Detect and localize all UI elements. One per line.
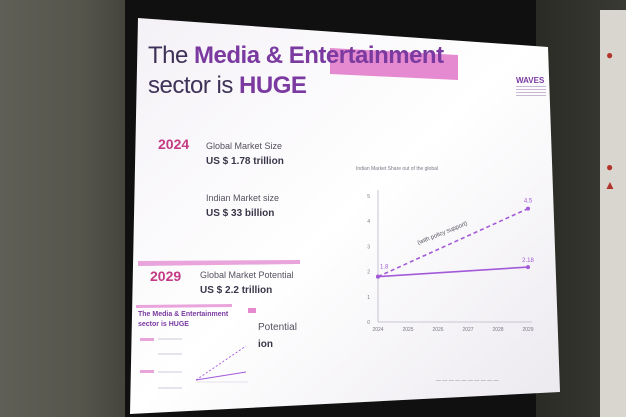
data-label: 2.18 bbox=[522, 258, 534, 264]
data-point bbox=[526, 265, 530, 270]
overlay-title-1: The Media & Entertainment bbox=[138, 311, 229, 318]
source-note: — — — — — — — — — — bbox=[436, 378, 499, 384]
potential-value: US $ 2.2 trillion bbox=[200, 285, 273, 296]
x-tick-label: 2029 bbox=[522, 327, 533, 333]
series-annotation: (with policy support) bbox=[417, 221, 469, 247]
series-line-solid bbox=[377, 266, 529, 278]
data-point bbox=[376, 274, 380, 279]
accent-bar bbox=[330, 48, 458, 80]
indian-market-label: Indian Market size bbox=[206, 193, 280, 203]
x-tick-label: 2028 bbox=[492, 327, 503, 333]
slide-title-line2: sector is HUGE bbox=[148, 72, 307, 99]
data-label: 1.8 bbox=[380, 265, 389, 271]
slide-title-line1: The Media & Entertainment bbox=[148, 42, 444, 69]
x-tick-label: 2026 bbox=[432, 327, 443, 333]
side-banner: ● ● ▲ bbox=[600, 10, 626, 417]
x-tick-label: 2024 bbox=[372, 327, 383, 333]
data-label: 4.5 bbox=[524, 199, 533, 205]
y-tick-label: 3 bbox=[367, 244, 370, 250]
data-point bbox=[526, 206, 530, 211]
global-market-label: Global Market Size bbox=[206, 141, 283, 151]
waves-logo: WAVES bbox=[516, 76, 545, 85]
y-tick-label: 5 bbox=[367, 194, 370, 200]
overlay-text-2: ion bbox=[258, 339, 273, 350]
global-market-value: US $ 1.78 trillion bbox=[206, 156, 284, 167]
y-tick-label: 1 bbox=[367, 295, 370, 301]
overlay-mini-chart bbox=[140, 338, 248, 389]
market-share-chart: 0 1 2 3 4 5 2024 2025 2026 2027 2028 2029 (with poli… bbox=[367, 190, 534, 333]
y-tick-label: 0 bbox=[367, 320, 370, 326]
x-tick-label: 2025 bbox=[402, 327, 413, 333]
series-line-dashed bbox=[377, 207, 529, 278]
indian-market-value: US $ 33 billion bbox=[206, 208, 275, 219]
year-2029: 2029 bbox=[150, 268, 182, 284]
logo-subtext bbox=[516, 86, 546, 98]
year-2024: 2024 bbox=[158, 136, 190, 152]
overlay-title-2: sector is HUGE bbox=[138, 321, 189, 328]
overlay-text-1: Potential bbox=[258, 322, 297, 333]
y-tick-label: 4 bbox=[367, 219, 370, 225]
y-tick-label: 2 bbox=[367, 270, 370, 276]
x-tick-label: 2027 bbox=[462, 327, 473, 333]
chart-title: Indian Market Share out of the global bbox=[356, 166, 438, 172]
potential-label: Global Market Potential bbox=[200, 270, 294, 280]
